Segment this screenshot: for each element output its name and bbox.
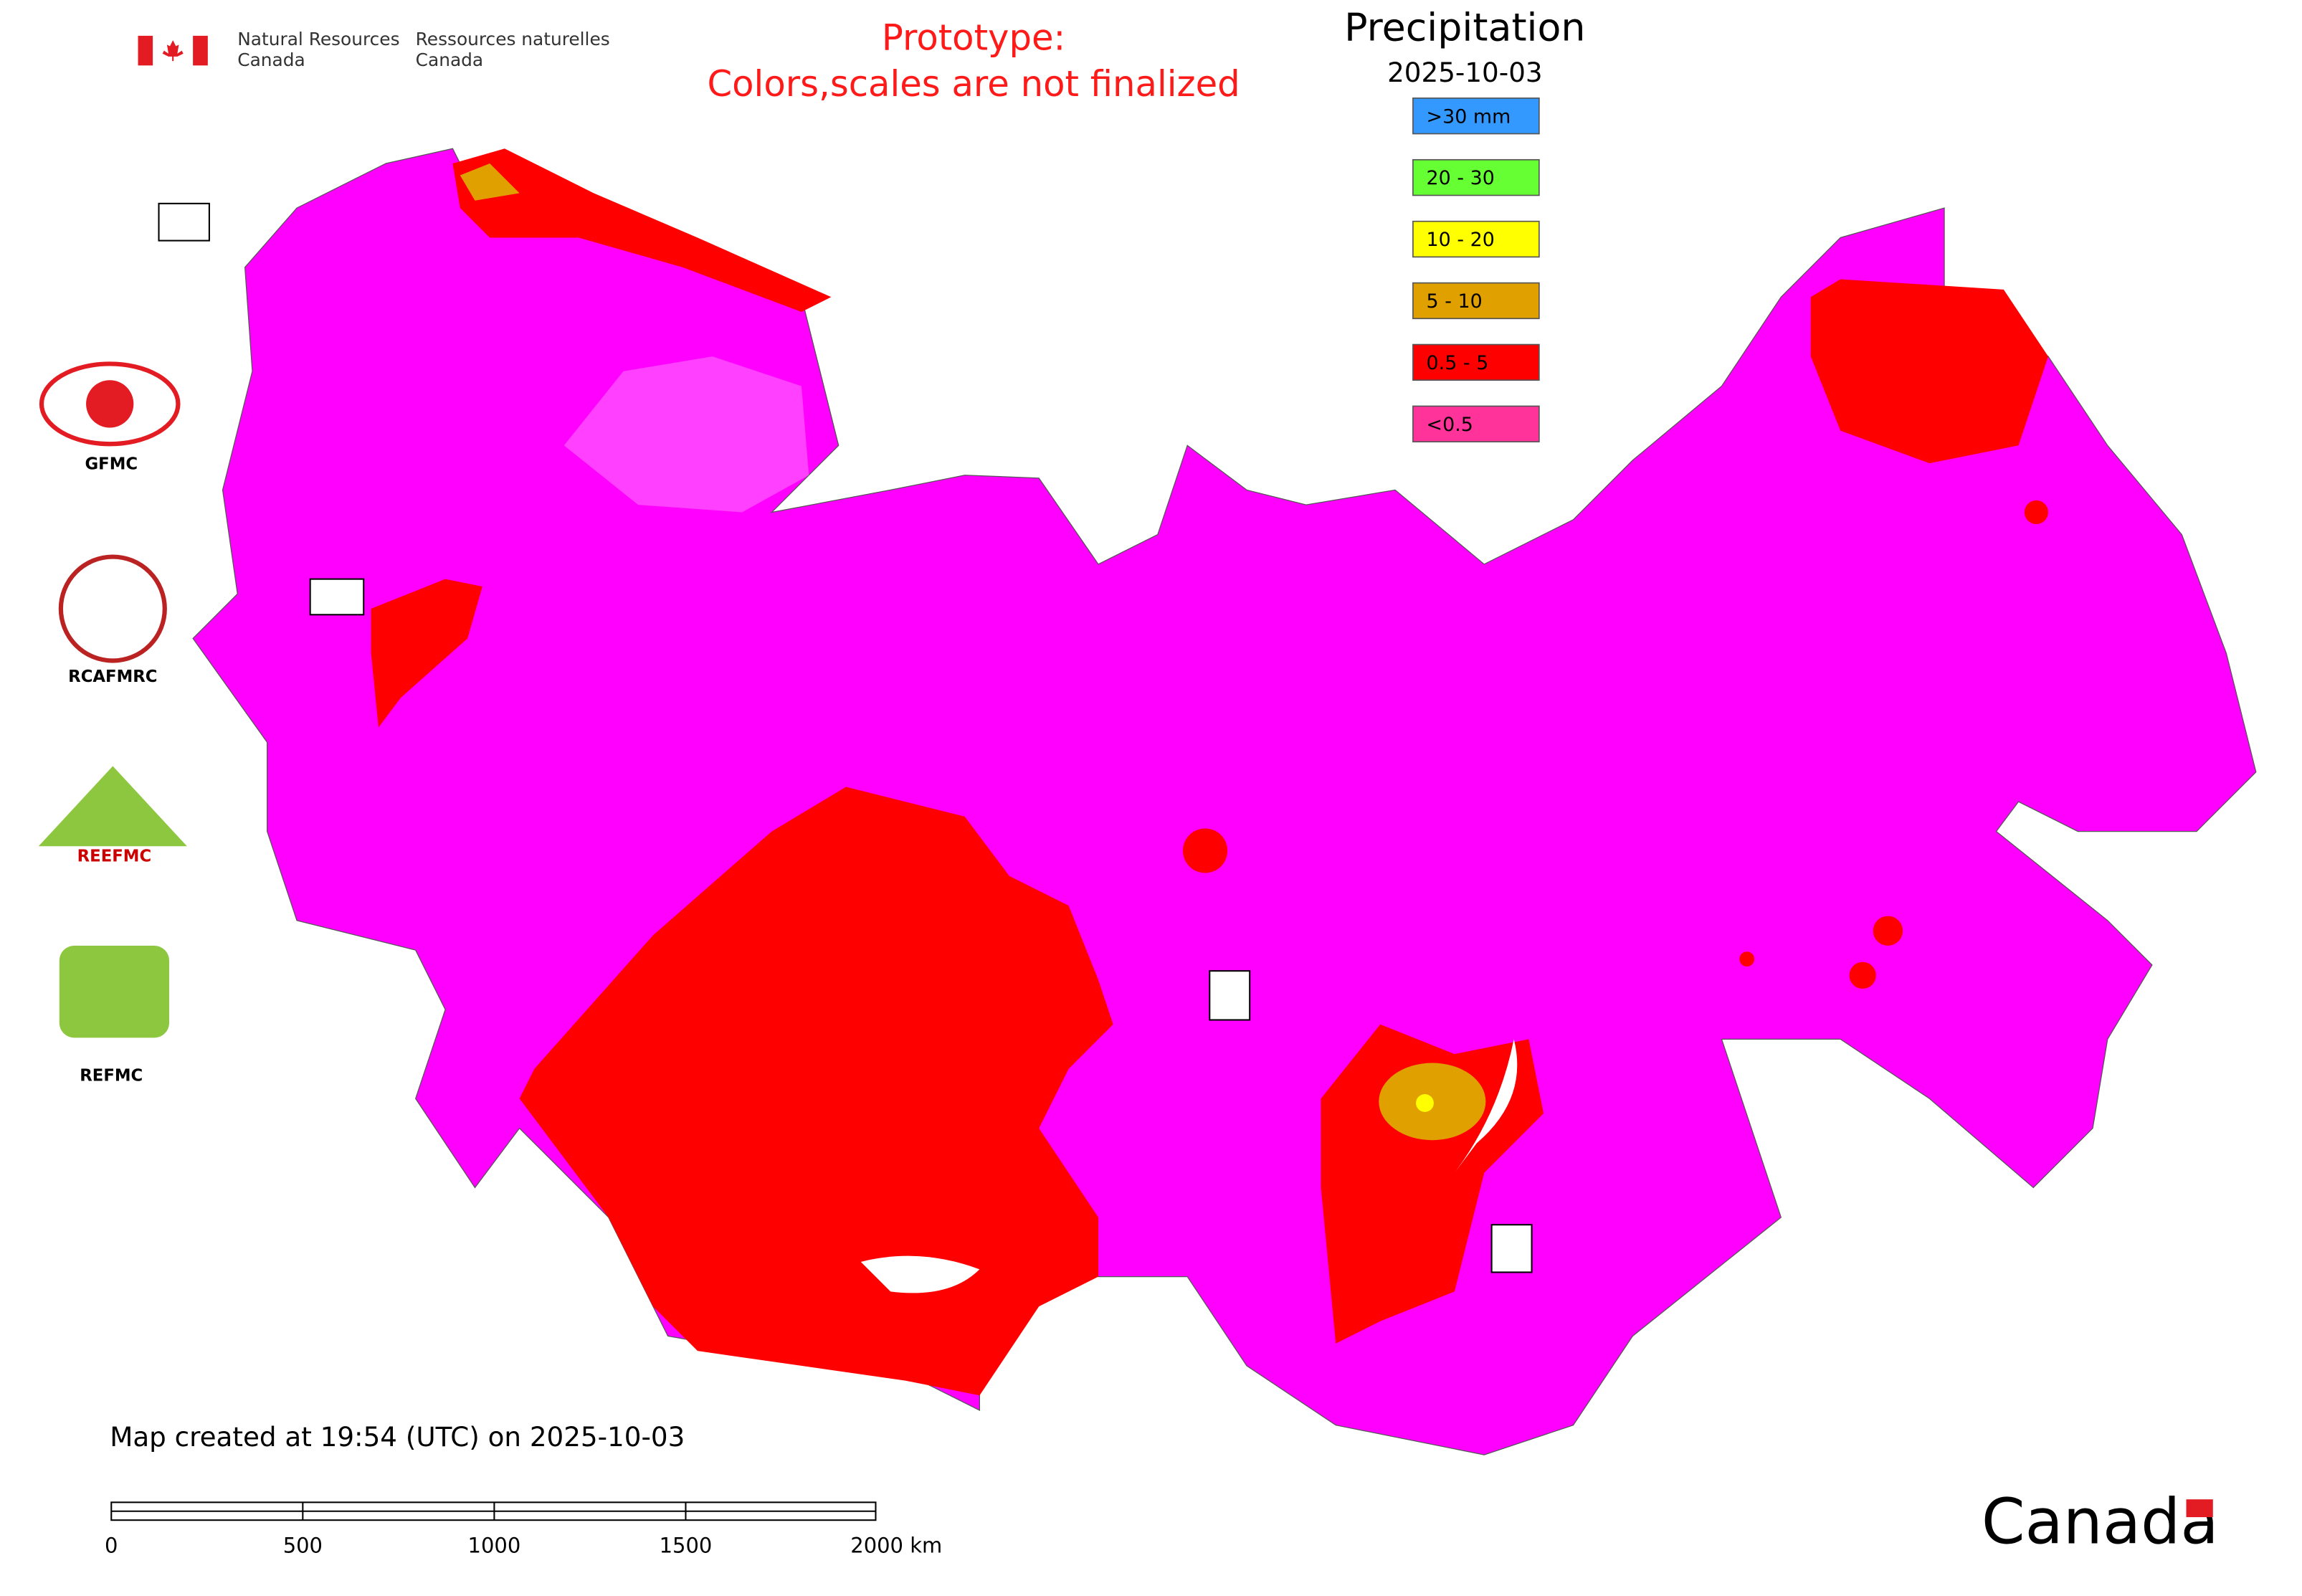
legend-label: 5 - 10 xyxy=(1427,290,1483,313)
precip-area xyxy=(1183,828,1228,873)
legend-swatch xyxy=(1412,343,1540,381)
lake-texture xyxy=(563,356,809,513)
department-fr: Ressources naturelles xyxy=(416,29,610,49)
legend-label: >30 mm xyxy=(1427,105,1511,128)
legend: >30 mm 20 - 30 10 - 20 5 - 10 0.5 - 5 <0.5 xyxy=(1412,98,1540,442)
scale-label: 1500 xyxy=(660,1533,713,1557)
created-note: Map created at 19:54 (UTC) on 2025-10-03 xyxy=(110,1421,685,1453)
precip-area xyxy=(2024,500,2048,525)
legend-title: Precipitation xyxy=(1344,4,1585,49)
logo-rcafmrc xyxy=(58,554,167,663)
scale-label: 500 xyxy=(283,1533,323,1557)
canada-wordmark: Canada xyxy=(1982,1485,2219,1558)
precip-area xyxy=(1321,1024,1544,1344)
legend-label: 20 - 30 xyxy=(1427,167,1495,189)
precip-area xyxy=(1739,951,1755,966)
legend-label: 0.5 - 5 xyxy=(1427,352,1489,374)
legend-label: 10 - 20 xyxy=(1427,229,1495,251)
scale-label: 0 xyxy=(105,1533,118,1557)
department-fr: Canada xyxy=(416,49,483,70)
logo-refmc xyxy=(59,945,170,1038)
lake xyxy=(860,1255,980,1293)
logo-gfmc xyxy=(39,361,181,447)
map-area xyxy=(158,148,2257,1455)
precip-area xyxy=(1810,279,2048,464)
logo-label: REEFMC xyxy=(77,847,152,865)
logo-label: GFMC xyxy=(85,455,138,474)
logo-label: REFMC xyxy=(80,1067,143,1086)
lake xyxy=(1454,1039,1518,1173)
legend-label: <0.5 xyxy=(1427,414,1473,436)
flag-bar xyxy=(138,35,153,66)
center-marker xyxy=(309,578,365,616)
logo-gfmc xyxy=(86,380,134,428)
maple-leaf xyxy=(162,40,184,62)
legend-swatch xyxy=(1412,220,1540,258)
precip-area xyxy=(1416,1094,1434,1112)
prototype-notice: Colors,scales are not finalized xyxy=(707,63,1240,105)
department-en: Canada xyxy=(237,49,305,70)
precip-area xyxy=(1849,961,1876,989)
wordmark-flag xyxy=(2186,1499,2213,1518)
precip-area xyxy=(452,148,832,312)
scale-label: 2000 km xyxy=(850,1533,942,1557)
precip-area xyxy=(371,579,482,728)
precip-area xyxy=(519,787,1113,1396)
scale-label: 1000 xyxy=(468,1533,521,1557)
logos: GFMC RCAFMRC REEFMC REFMC xyxy=(38,361,187,1086)
prototype-notice: Prototype: xyxy=(882,17,1065,59)
legend-swatch xyxy=(1412,98,1540,135)
logo-label: RCAFMRC xyxy=(68,668,157,686)
center-marker xyxy=(1209,970,1251,1021)
center-marker xyxy=(1490,1224,1533,1273)
precip-area xyxy=(460,163,520,201)
precip-area xyxy=(1873,916,1903,946)
legend-swatch xyxy=(1412,282,1540,320)
header: Natural Resources Canada Ressources natu… xyxy=(138,29,610,70)
department-en: Natural Resources xyxy=(237,29,399,49)
scale-bar: 0 500 1000 1500 2000 km xyxy=(105,1501,942,1557)
flag-bar xyxy=(193,35,208,66)
legend-date: 2025-10-03 xyxy=(1387,57,1542,88)
center-marker xyxy=(158,202,210,242)
legend-swatch xyxy=(1412,405,1540,442)
legend-swatch xyxy=(1412,158,1540,196)
logo-reefmc xyxy=(38,766,187,847)
